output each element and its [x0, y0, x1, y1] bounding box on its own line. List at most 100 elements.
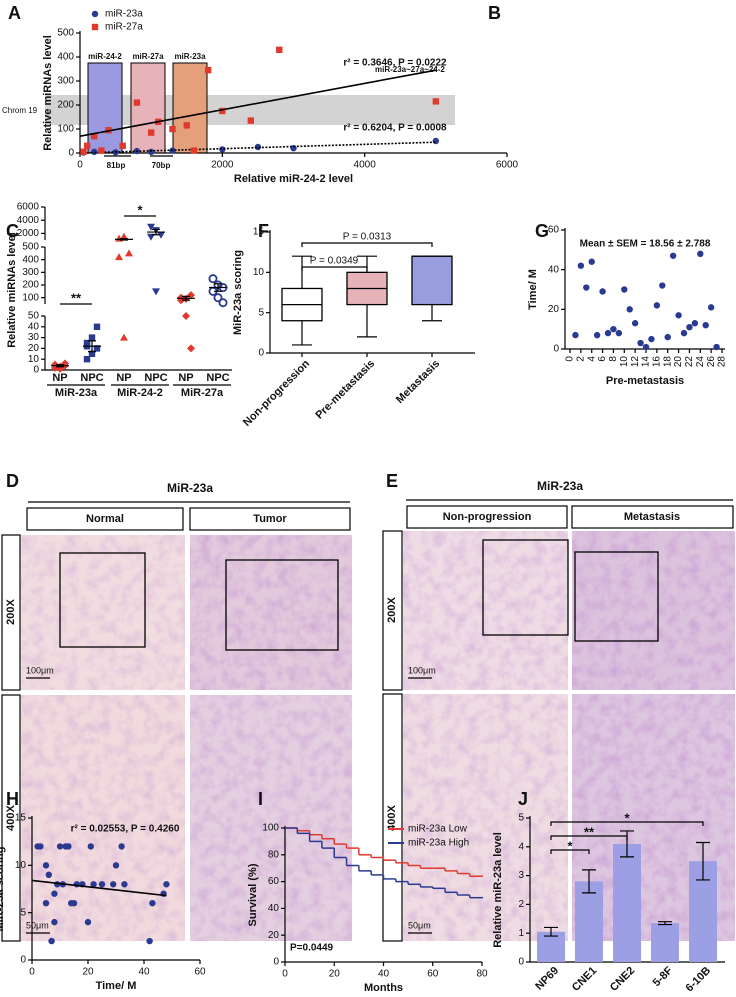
point [65, 843, 72, 850]
x-tick-label: Pre-metastasis [313, 358, 377, 422]
gene-label: miR-27a [132, 52, 164, 61]
row-label: 200X [386, 596, 398, 622]
scale-bar-label: 100μm [408, 665, 436, 675]
row-label: 400X [5, 804, 17, 830]
y-tick-label: 200 [57, 100, 74, 111]
point [604, 329, 612, 337]
x-tick-label: 8 [608, 356, 619, 362]
point [637, 339, 644, 347]
column-header [406, 505, 568, 529]
y-tick-label: 100 [262, 823, 279, 834]
point [204, 67, 212, 74]
y-tick-label: 0 [553, 344, 559, 355]
panel-d: D MiR-23a Normal Tumor 200X 400X 100μm 5… [1, 471, 352, 942]
sem-bar [214, 283, 222, 292]
y-tick-label: 0 [273, 957, 279, 968]
fit-line [79, 69, 436, 137]
y-tick-label: 10 [253, 267, 265, 278]
y-tick-label: 50 [28, 311, 40, 322]
y-tick-label: 5 [258, 307, 264, 318]
point [588, 258, 595, 265]
point [187, 291, 195, 300]
point [631, 320, 639, 327]
panel-a: A Chrom 19 miR-23a~27a~24-2 miR-24-2 miR… [2, 3, 455, 170]
x-tick-label: NP [178, 372, 193, 384]
error-bar [658, 921, 672, 926]
y-tick-label: 5 [20, 907, 26, 918]
point [70, 900, 78, 907]
point [432, 137, 440, 145]
point [669, 252, 677, 259]
row-header [1, 534, 21, 691]
x-tick-label: 6-10B [683, 965, 713, 992]
y-tick-label: 100 [57, 124, 74, 135]
zoom-box [225, 559, 339, 651]
column-label: Normal [86, 513, 124, 525]
micrograph-texture [190, 535, 352, 690]
point [147, 223, 155, 231]
micrograph-texture [403, 531, 568, 690]
point [572, 331, 579, 339]
row-label: 400X [386, 804, 398, 830]
x-tick-label: 0 [282, 969, 288, 980]
legend-label: miR-23a Low [408, 824, 468, 835]
spacer-label: 81bp [107, 161, 126, 170]
y-tick-label: 500 [57, 28, 74, 39]
point [88, 350, 96, 357]
x-axis-label: Relative miR-24-2 level [234, 173, 353, 185]
y-tick-label: 40 [548, 264, 560, 275]
gene-box [172, 62, 208, 154]
x-tick-label: 2 [575, 356, 586, 362]
panel-letter: I [258, 789, 263, 809]
point [83, 339, 91, 347]
row-label: 200X [5, 598, 17, 624]
point [121, 881, 128, 888]
point [208, 274, 218, 284]
chromosome-label: Chrom 19 [2, 106, 38, 115]
significance-label: * [137, 202, 143, 217]
panel-letter: D [6, 471, 19, 491]
point [219, 146, 226, 153]
point [88, 334, 96, 341]
y-tick-label: 40 [268, 903, 280, 914]
x-tick-label: 40 [138, 967, 150, 978]
point [120, 232, 128, 240]
y-tick-label: 6000 [17, 202, 40, 213]
point [707, 304, 715, 311]
point [133, 99, 141, 106]
x-tick-label: 80 [476, 969, 488, 980]
point [118, 843, 125, 850]
scale-bar-label: 50μm [26, 920, 49, 930]
y-tick-label: 5 [518, 813, 524, 824]
y-tick-label: 20 [268, 930, 280, 941]
y-tick-label: 10 [28, 354, 40, 365]
x-tick-label: NPC [206, 372, 229, 384]
point [91, 133, 98, 140]
column-header [571, 505, 734, 529]
scale-bar-label: 100μm [26, 665, 54, 675]
x-tick-label: NP [116, 372, 131, 384]
y-tick-label: 0 [258, 348, 264, 359]
error-bar [696, 841, 710, 881]
x-tick-label: CNE1 [570, 965, 599, 992]
y-tick-label: 400 [22, 254, 39, 265]
sem-bar [56, 364, 64, 368]
significance-label: ** [584, 824, 595, 839]
point [697, 250, 704, 257]
y-tick-label: 4000 [17, 215, 40, 226]
y-tick-label: 60 [268, 876, 280, 887]
point [37, 843, 44, 850]
box [411, 255, 453, 306]
point [80, 148, 87, 155]
fit-line [31, 879, 167, 897]
y-tick-label: 3 [518, 870, 524, 881]
annotation: P = 0.0313 [343, 232, 392, 243]
zoom-box [482, 539, 569, 636]
gene-box [130, 62, 166, 154]
x-tick-label: 40 [378, 969, 390, 980]
point [642, 343, 650, 351]
point [147, 148, 155, 155]
x-tick-label: 0 [29, 967, 35, 978]
x-axis-label: Months [364, 982, 403, 992]
